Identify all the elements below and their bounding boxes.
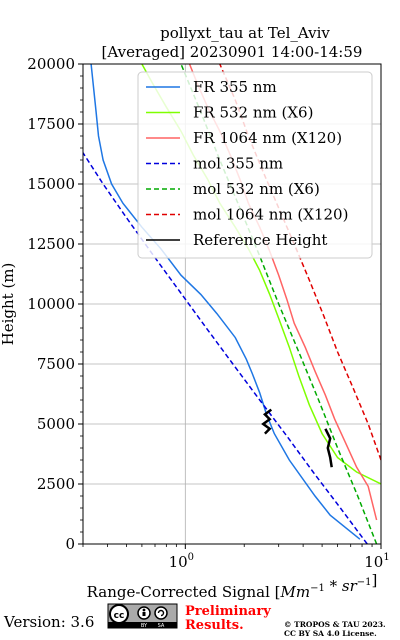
legend-label-fr-355-nm: FR 355 nm xyxy=(193,78,277,96)
cc-icon xyxy=(109,604,129,624)
chart-title-line2: [Averaged] 20230901 14:00-14:59 xyxy=(102,43,363,61)
chart-title-line1: pollyxt_tau at Tel_Aviv xyxy=(160,24,330,42)
results-label: Results. xyxy=(185,618,244,633)
legend-label-mol-532-nm-x6: mol 532 nm (X6) xyxy=(193,180,320,198)
y-tick-label: 15000 xyxy=(27,175,75,193)
by-icon-head xyxy=(142,608,146,612)
legend-label-mol-1064-nm-x120: mol 1064 nm (X120) xyxy=(193,206,348,224)
cc-sa-text: SA xyxy=(158,623,165,629)
y-tick-label: 10000 xyxy=(27,295,75,313)
cc-by-text: BY xyxy=(141,623,148,629)
version-label: Version: 3.6 xyxy=(3,613,94,631)
cc-badge-strip xyxy=(108,622,177,628)
y-axis-label: Height (m) xyxy=(0,263,17,346)
sa-icon xyxy=(154,606,168,620)
cc-icon-glyph: cc xyxy=(114,611,125,621)
by-icon-body xyxy=(142,612,146,616)
series-line-mol-355-nm xyxy=(83,152,368,544)
legend-label-fr-532-nm-x6: FR 532 nm (X6) xyxy=(193,104,313,122)
cc-license-badge: cc BY SA xyxy=(107,603,178,629)
y-tick-label: 5000 xyxy=(37,415,75,433)
series-line-reference-height xyxy=(324,428,333,468)
legend-box xyxy=(137,71,373,259)
y-tick-label: 17500 xyxy=(27,115,75,133)
y-tick-label: 2500 xyxy=(37,475,75,493)
series-line-reference-height xyxy=(261,408,273,435)
y-tick-label: 0 xyxy=(65,535,75,553)
ticks: 0 2500 5000 7500 10000 12500 15000 17500 20000 10… xyxy=(27,55,389,571)
legend-label-reference-height: Reference Height xyxy=(193,231,327,249)
legend-label-mol-355-nm: mol 355 nm xyxy=(193,155,283,173)
x-tick-label: 101 xyxy=(364,552,389,571)
preliminary-label: Preliminary xyxy=(185,604,271,619)
x-axis-label: Range-Corrected Signal [Mm−1 * sr−1] xyxy=(87,571,378,601)
copyright-line2: CC BY SA 4.0 License. xyxy=(284,629,377,638)
legend: FR 355 nm FR 532 nm (X6) FR 1064 nm (X120)… xyxy=(137,71,373,259)
legend-label-fr-1064-nm-x120: FR 1064 nm (X120) xyxy=(193,129,342,147)
series-line-fr-355-nm xyxy=(90,64,361,540)
x-tick-label: 100 xyxy=(169,552,194,571)
sa-icon-arrow xyxy=(157,609,165,617)
copyright-line1: © TROPOS & TAU 2023. xyxy=(284,620,386,629)
y-tick-label: 20000 xyxy=(27,55,75,73)
y-tick-label: 12500 xyxy=(27,235,75,253)
y-tick-label: 7500 xyxy=(37,355,75,373)
